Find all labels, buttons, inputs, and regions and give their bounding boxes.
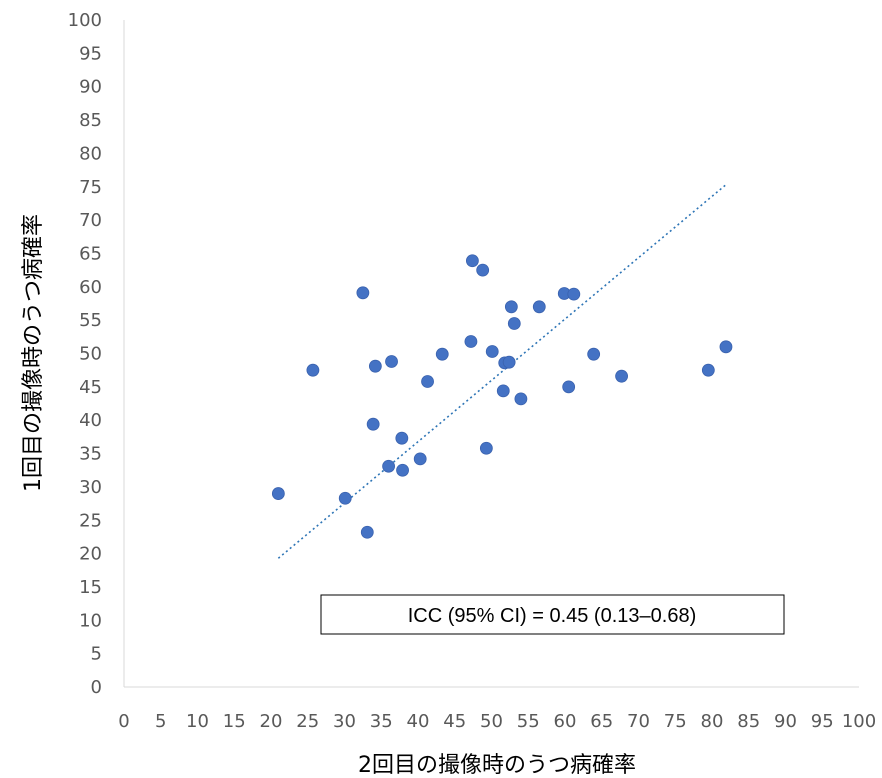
data-point <box>615 369 628 383</box>
data-point <box>356 286 370 300</box>
x-tick-label: 95 <box>811 711 834 732</box>
x-axis-title: 2回目の撮像時のうつ病確率 <box>358 753 636 778</box>
data-point <box>701 363 715 377</box>
data-point <box>396 463 409 477</box>
data-point <box>485 345 499 358</box>
y-tick-labels: 0 5 10 15 20 25 30 35 40 45 50 55 60 65 70 75 80 85 90 95 10… <box>68 10 102 698</box>
y-tick-label: 95 <box>79 43 102 64</box>
data-point <box>385 355 398 368</box>
data-point <box>514 392 528 406</box>
y-tick-label: 65 <box>79 243 102 264</box>
y-tick-label: 10 <box>79 610 102 631</box>
x-tick-label: 65 <box>590 711 613 732</box>
x-tick-labels: 0 5 10 15 20 25 30 35 40 45 50 55 60 65 70 75 80 85 90 95 10… <box>118 711 876 732</box>
x-tick-label: 0 <box>118 711 129 732</box>
x-tick-label: 45 <box>443 711 466 732</box>
data-point <box>421 375 434 388</box>
data-point <box>306 363 320 377</box>
y-tick-label: 70 <box>79 210 102 231</box>
x-tick-label: 40 <box>407 711 430 732</box>
data-point <box>366 417 380 431</box>
data-point <box>502 355 516 369</box>
y-tick-label: 35 <box>79 444 102 465</box>
data-point <box>368 359 382 373</box>
x-tick-label: 25 <box>296 711 319 732</box>
x-tick-label: 5 <box>155 711 166 732</box>
trendline <box>277 183 728 559</box>
y-tick-label: 75 <box>79 177 102 198</box>
y-tick-label: 100 <box>68 10 102 31</box>
x-tick-label: 60 <box>554 711 577 732</box>
data-point <box>465 254 479 268</box>
data-point <box>532 300 546 314</box>
data-point <box>587 347 601 361</box>
x-tick-label: 80 <box>701 711 724 732</box>
y-tick-label: 55 <box>79 310 102 331</box>
data-point <box>413 452 427 466</box>
data-point <box>382 459 396 473</box>
data-point <box>567 287 581 301</box>
x-tick-label: 30 <box>333 711 356 732</box>
x-tick-label: 75 <box>664 711 687 732</box>
x-tick-label: 90 <box>774 711 797 732</box>
y-tick-label: 5 <box>91 644 102 665</box>
y-tick-label: 80 <box>79 143 102 164</box>
data-point <box>504 300 518 314</box>
y-tick-label: 60 <box>79 277 102 298</box>
data-point <box>507 317 521 330</box>
data-points <box>271 254 733 539</box>
y-tick-label: 85 <box>79 110 102 131</box>
y-tick-label: 90 <box>79 77 102 98</box>
data-point <box>435 347 449 361</box>
x-tick-label: 70 <box>627 711 650 732</box>
data-point <box>479 441 493 455</box>
data-point <box>719 340 733 354</box>
y-tick-label: 15 <box>79 577 102 598</box>
annotation-text: ICC (95% CI) = 0.45 (0.13–0.68) <box>408 605 696 627</box>
y-axis-title: 1回目の撮像時のうつ病確率 <box>21 214 46 492</box>
y-tick-label: 45 <box>79 377 102 398</box>
x-tick-label: 50 <box>480 711 503 732</box>
annotation-box <box>320 594 785 635</box>
y-tick-label: 40 <box>79 410 102 431</box>
data-point <box>496 384 510 398</box>
data-point <box>338 491 352 505</box>
y-tick-label: 25 <box>79 510 102 531</box>
data-point <box>476 263 490 277</box>
data-point <box>360 525 374 539</box>
data-point <box>395 431 409 445</box>
x-tick-label: 35 <box>370 711 393 732</box>
x-tick-label: 20 <box>260 711 283 732</box>
data-point <box>562 380 576 394</box>
y-tick-label: 30 <box>79 477 102 498</box>
x-tick-label: 55 <box>517 711 540 732</box>
x-tick-label: 15 <box>223 711 246 732</box>
x-tick-label: 85 <box>737 711 760 732</box>
y-tick-label: 0 <box>91 677 102 698</box>
data-point <box>464 335 478 348</box>
x-tick-label: 100 <box>842 711 876 732</box>
x-tick-label: 10 <box>186 711 209 732</box>
y-tick-label: 50 <box>79 344 102 365</box>
data-point <box>271 487 285 500</box>
y-tick-label: 20 <box>79 544 102 565</box>
